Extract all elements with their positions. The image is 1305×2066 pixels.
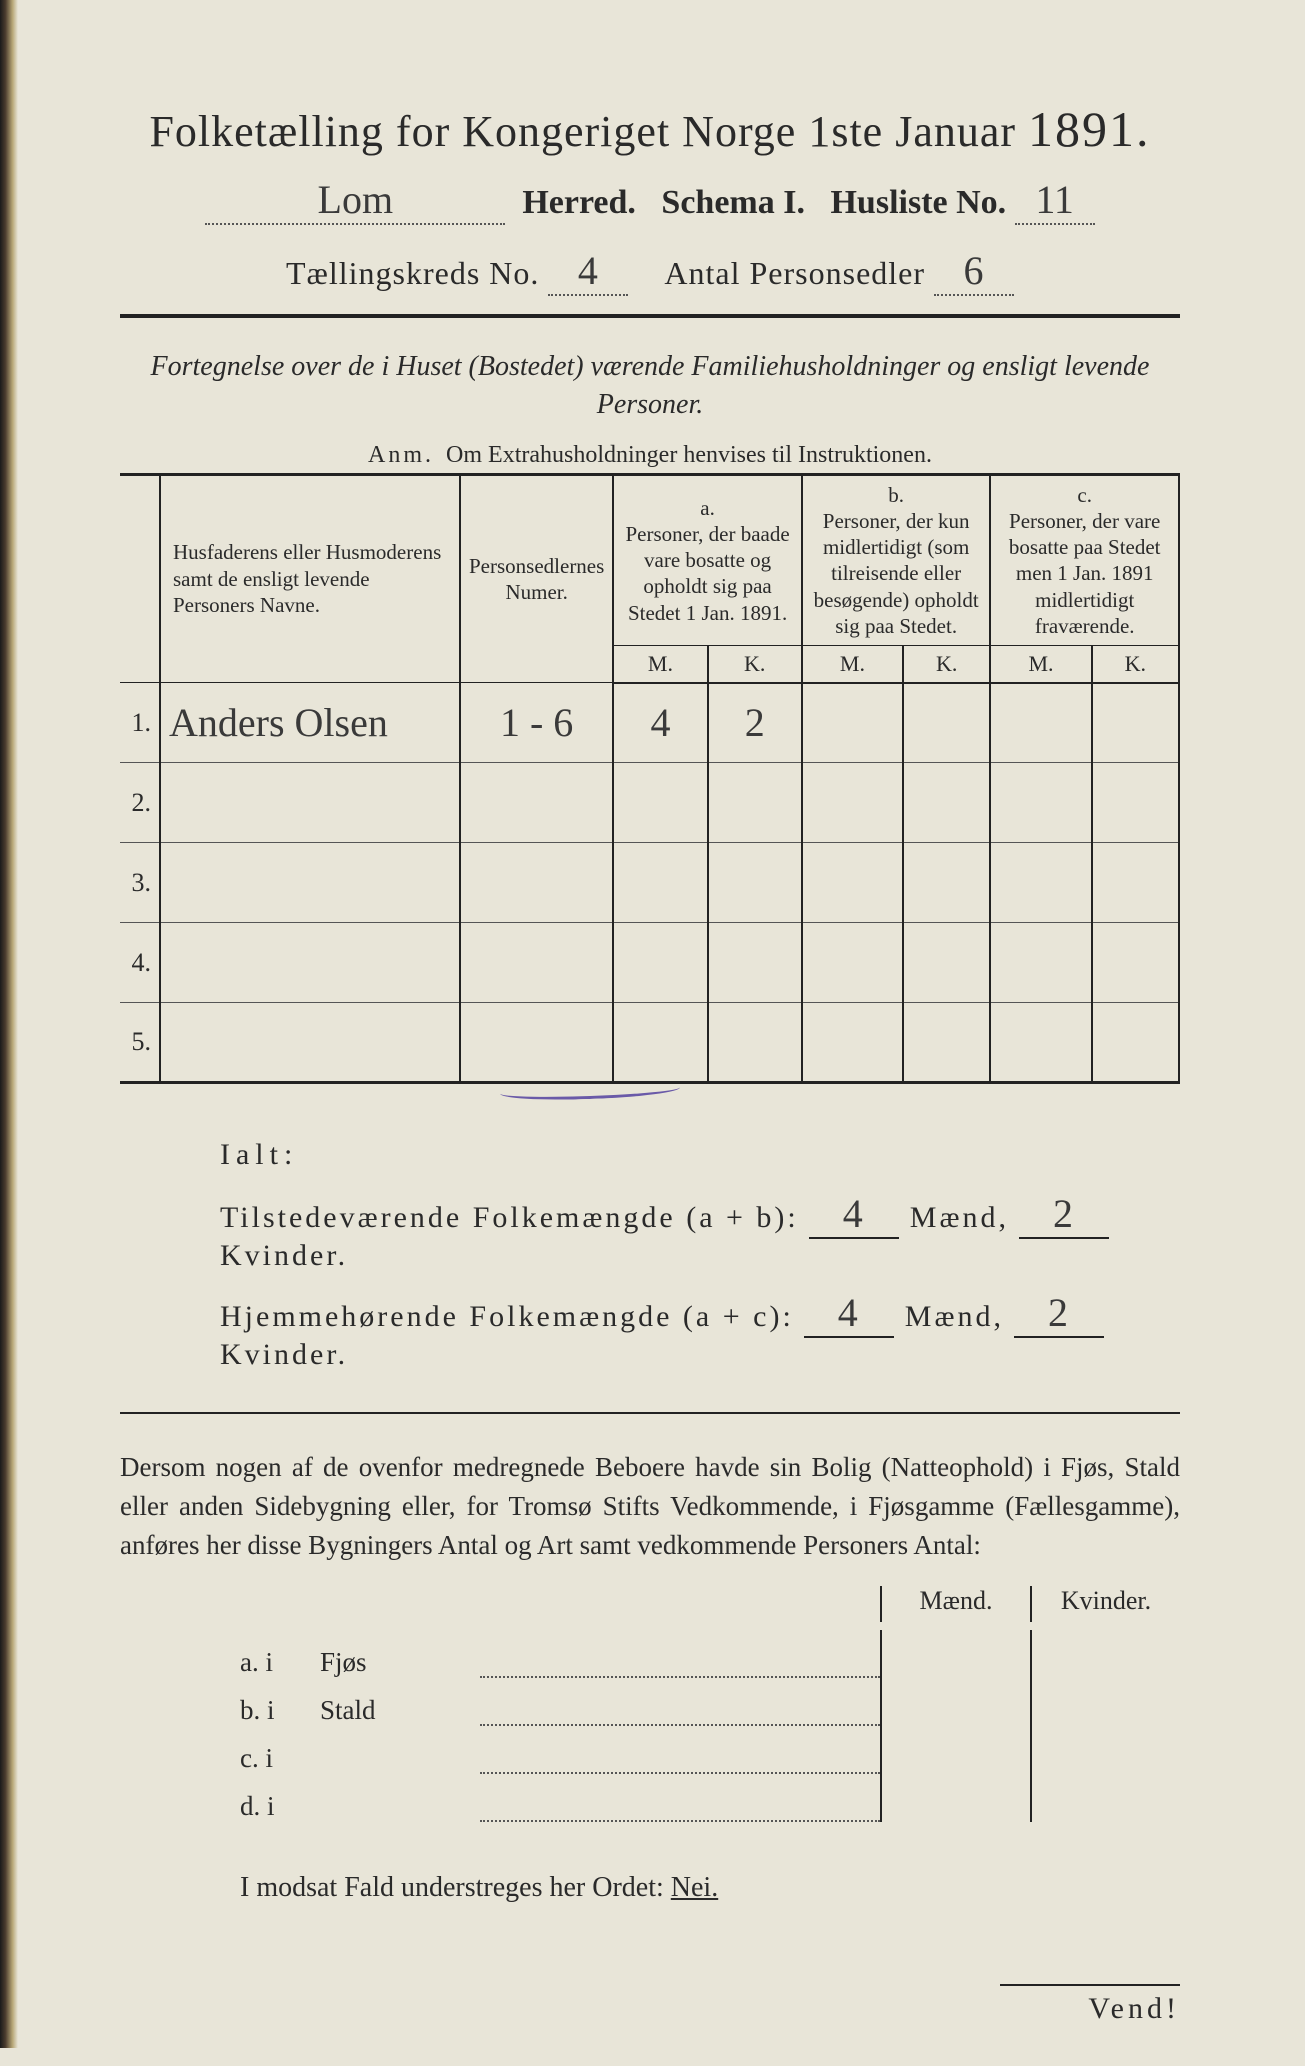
outbuilding-table: Mænd. Kvinder. a. i Fjøs b. i Stald c. i…	[240, 1586, 1180, 1822]
title-year: 1891.	[1028, 101, 1151, 157]
side-row: c. i	[240, 1726, 1180, 1774]
col-b-m: M.	[802, 646, 903, 683]
nei-word: Nei.	[671, 1872, 718, 1903]
tilstede-line: Tilstedeværende Folkemængde (a + b): 4 M…	[220, 1190, 1180, 1273]
side-row: d. i	[240, 1774, 1180, 1822]
col-a-k: K.	[708, 646, 802, 683]
tilstede-k: 2	[1053, 1191, 1076, 1236]
table-row: 3.	[120, 843, 1179, 923]
col-c-k: K.	[1092, 646, 1179, 683]
person-name: Anders Olsen	[169, 700, 388, 745]
anm-text: Om Extrahusholdninger henvises til Instr…	[446, 442, 932, 468]
schema-label: Schema I.	[661, 184, 805, 221]
antal-label: Antal Personsedler	[664, 255, 925, 291]
pen-squiggle	[120, 1082, 1180, 1102]
totals-block: Ialt: Tilstedeværende Folkemængde (a + b…	[220, 1138, 1180, 1372]
scan-edge	[0, 0, 18, 2048]
col-b: b. Personer, der kun midlertidigt (som t…	[802, 474, 991, 646]
kreds-no: 4	[578, 248, 599, 293]
col-a: a. Personer, der baade vare bosatte og o…	[613, 474, 802, 646]
col-c: c. Personer, der vare bosatte paa Stedet…	[990, 474, 1179, 646]
kreds-label: Tællingskreds No.	[286, 255, 539, 291]
col-names: Husfaderens eller Husmoderens samt de en…	[160, 474, 460, 683]
anm-label: Anm.	[368, 442, 434, 468]
hjemme-line: Hjemmehørende Folkemængde (a + c): 4 Mæn…	[220, 1289, 1180, 1372]
col-c-m: M.	[990, 646, 1091, 683]
anm-line: Anm. Om Extrahusholdninger henvises til …	[120, 442, 1180, 469]
table-row: 1. Anders Olsen 1 - 6 4 2	[120, 683, 1179, 763]
table-row: 4.	[120, 923, 1179, 1003]
table-row: 2.	[120, 763, 1179, 843]
dersom-paragraph: Dersom nogen af de ovenfor medregnede Be…	[120, 1448, 1180, 1565]
hjemme-m: 4	[838, 1290, 861, 1335]
side-k-header: Kvinder.	[1030, 1586, 1180, 1622]
census-form-page: Folketælling for Kongeriget Norge 1ste J…	[60, 40, 1240, 2066]
vend-label: Vend!	[1000, 1984, 1180, 2026]
modsat-line: I modsat Fald understreges her Ordet: Ne…	[240, 1872, 1180, 1904]
side-row: b. i Stald	[240, 1678, 1180, 1726]
rule-mid	[120, 1412, 1180, 1414]
side-row: a. i Fjøs	[240, 1630, 1180, 1678]
herred-label: Herred.	[522, 184, 636, 221]
main-title: Folketælling for Kongeriget Norge 1ste J…	[120, 100, 1180, 158]
herred-line: Lom Herred. Schema I. Husliste No. 11	[120, 176, 1180, 225]
household-table: Husfaderens eller Husmoderens samt de en…	[120, 473, 1180, 1085]
antal-value: 6	[964, 248, 985, 293]
husliste-no: 11	[1035, 177, 1074, 222]
side-m-header: Mænd.	[880, 1586, 1030, 1622]
herred-value: Lom	[318, 177, 394, 222]
table-row: 5.	[120, 1003, 1179, 1083]
fortegnelse-text: Fortegnelse over de i Huset (Bostedet) v…	[120, 348, 1180, 424]
tilstede-m: 4	[843, 1191, 866, 1236]
title-text: Folketælling for Kongeriget Norge 1ste J…	[149, 107, 1016, 156]
hjemme-k: 2	[1048, 1290, 1071, 1335]
kreds-line: Tællingskreds No. 4 Antal Personsedler 6	[120, 247, 1180, 296]
ialt-label: Ialt:	[220, 1138, 1180, 1172]
col-numer: Personsedlernes Numer.	[460, 474, 613, 683]
col-b-k: K.	[903, 646, 990, 683]
table-body: 1. Anders Olsen 1 - 6 4 2 2.	[120, 683, 1179, 1083]
rule-top	[120, 314, 1180, 318]
col-a-m: M.	[613, 646, 707, 683]
husliste-label: Husliste No.	[830, 184, 1006, 221]
